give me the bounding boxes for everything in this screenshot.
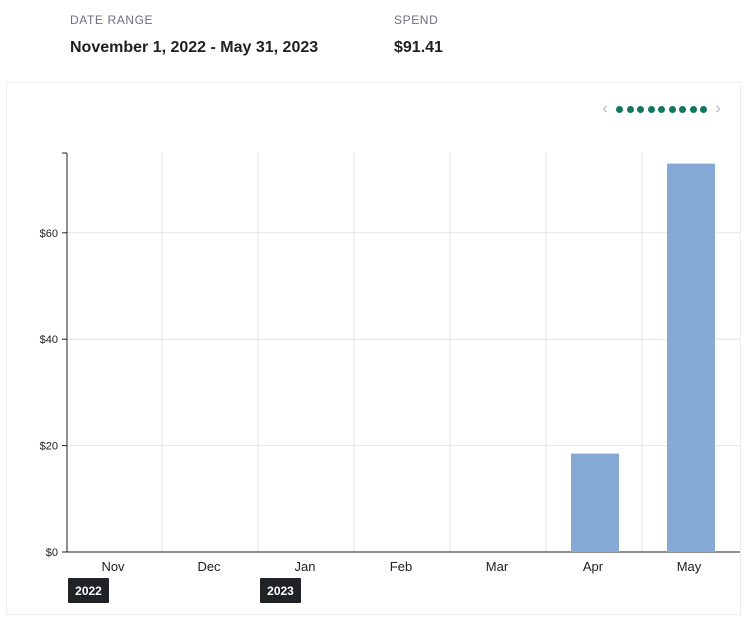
pager-dot[interactable]	[616, 105, 623, 113]
bar-may	[667, 163, 715, 552]
y-tick-label: $60	[40, 228, 58, 240]
year-badge	[68, 578, 109, 603]
pager-dot[interactable]	[626, 105, 634, 113]
pager-dot[interactable]	[637, 105, 644, 113]
chevron-right-icon[interactable]: ›	[715, 100, 721, 117]
pager-dot[interactable]	[668, 105, 676, 113]
spend-label: SPEND	[394, 13, 439, 27]
x-tick-label: Jan	[295, 559, 316, 574]
pager-dot[interactable]	[647, 105, 655, 113]
year-badge-label: 2022	[75, 584, 102, 598]
spend-value: $91.41	[394, 39, 443, 56]
pager-dot[interactable]	[689, 105, 697, 113]
x-tick-label: Dec	[197, 559, 221, 574]
chevron-left-icon[interactable]: ‹	[602, 100, 608, 117]
x-tick-label: Mar	[486, 559, 509, 574]
x-tick-label: Feb	[390, 559, 412, 574]
pager-dot[interactable]	[658, 105, 665, 113]
y-tick-label: $20	[40, 441, 58, 453]
chart-pager: ‹ ›	[598, 101, 725, 117]
x-tick-label: May	[677, 559, 702, 574]
date-range-label: DATE RANGE	[70, 13, 154, 27]
year-badge	[260, 578, 301, 603]
x-tick-label: Nov	[101, 559, 125, 574]
pager-dot[interactable]	[679, 105, 686, 113]
date-range-value: November 1, 2022 - May 31, 2023	[70, 39, 319, 56]
pager-dots	[616, 105, 707, 113]
pager-dot[interactable]	[700, 105, 707, 113]
y-tick-label: $40	[40, 334, 58, 346]
y-tick-label: $0	[46, 547, 58, 559]
x-tick-label: Apr	[583, 559, 604, 574]
bar-apr	[571, 453, 619, 552]
year-badge-label: 2023	[267, 584, 294, 598]
